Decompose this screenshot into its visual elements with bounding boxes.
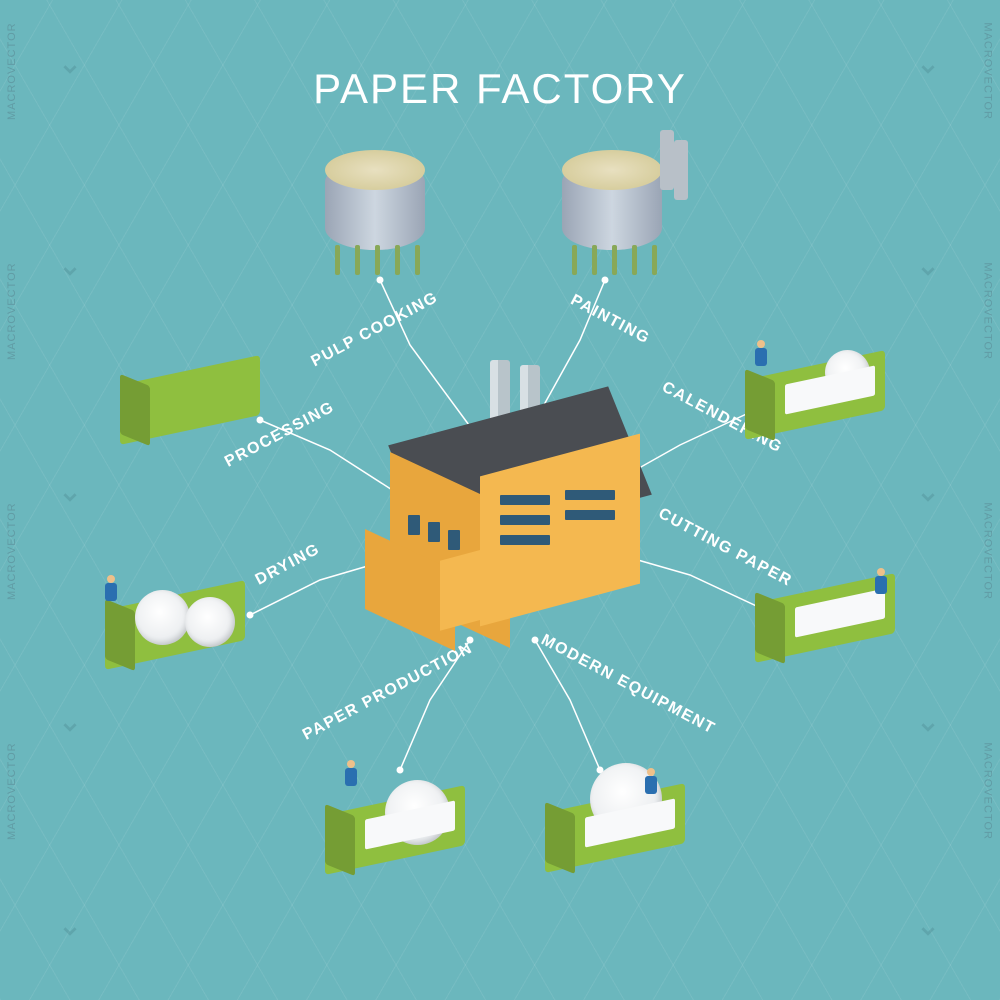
node-prod_machine-icon	[315, 770, 485, 890]
factory-building-icon	[350, 400, 650, 660]
node-cut_machine-icon	[745, 558, 915, 678]
page-title: PAPER FACTORY	[313, 65, 687, 113]
node-paint_tank-icon	[542, 140, 682, 290]
node-proc_machine-icon	[110, 340, 280, 460]
node-mod_machine-icon	[535, 768, 705, 888]
diagram-canvas: MACROVECTOR MACROVECTOR MACROVECTOR MACR…	[0, 0, 1000, 1000]
node-cal_machine-icon	[735, 335, 905, 455]
node-dry_machine-icon	[95, 565, 265, 685]
node-pulp_tank-icon	[305, 140, 445, 290]
